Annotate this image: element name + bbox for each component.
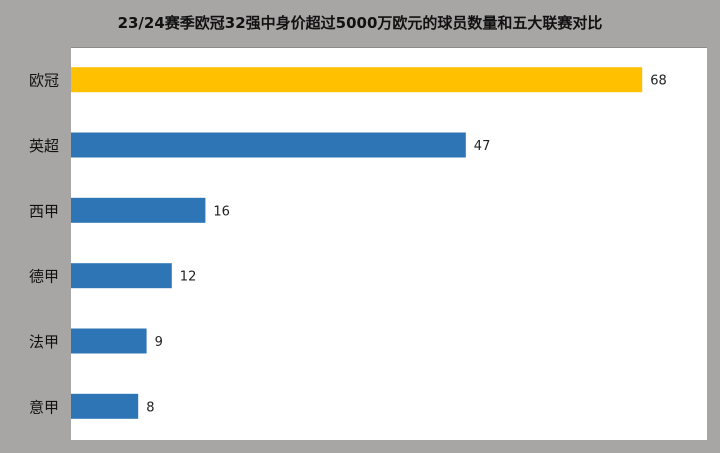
category-label-1: 英超 (29, 137, 59, 155)
data-label-3: 12 (180, 270, 197, 285)
data-label-0: 68 (650, 74, 667, 89)
bar-0 (71, 67, 643, 93)
bar-3 (71, 263, 172, 289)
bar-2 (71, 197, 206, 223)
category-label-5: 意甲 (29, 398, 59, 416)
data-label-5: 8 (146, 400, 154, 415)
chart-title: 23/24赛季欧冠32强中身价超过5000万欧元的球员数量和五大联赛对比 (117, 14, 603, 32)
category-label-4: 法甲 (29, 333, 59, 351)
data-label-1: 47 (474, 139, 491, 154)
category-label-0: 欧冠 (29, 72, 59, 90)
category-label-2: 西甲 (29, 202, 59, 220)
bar-4 (71, 328, 147, 354)
bar-5 (71, 393, 139, 419)
category-label-3: 德甲 (29, 268, 59, 286)
data-label-4: 9 (155, 335, 163, 350)
data-label-2: 16 (213, 204, 230, 219)
bar-1 (71, 132, 466, 158)
plot-area (71, 47, 707, 440)
